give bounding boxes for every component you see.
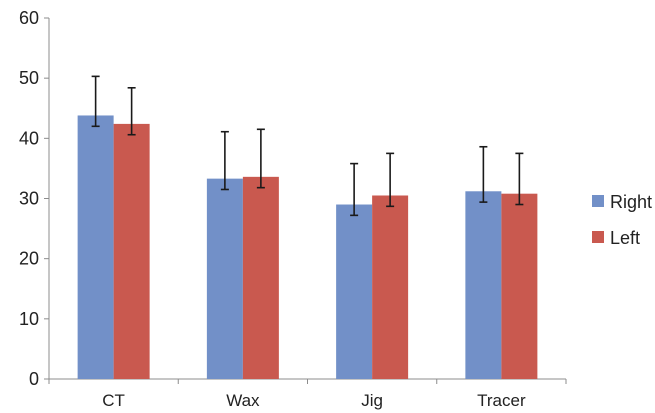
- bar-left: [242, 176, 279, 379]
- y-tick-label: 10: [19, 309, 39, 329]
- legend-label-right: Right: [610, 192, 652, 212]
- error-bars: [91, 75, 524, 217]
- legend-swatch-left: [592, 231, 604, 243]
- bars: [77, 115, 538, 379]
- x-tick-label: Wax: [226, 391, 260, 410]
- bar-left: [113, 123, 150, 379]
- x-tick-label: CT: [102, 391, 125, 410]
- bar-right: [465, 191, 502, 379]
- bar-right: [77, 115, 114, 379]
- y-tick-label: 0: [29, 369, 39, 389]
- bar-right: [336, 204, 373, 379]
- legend-label-left: Left: [610, 228, 640, 248]
- y-tick-label: 40: [19, 128, 39, 148]
- bar-left: [372, 195, 409, 379]
- y-axis: 0 10 20 30 40 50 60: [19, 8, 50, 389]
- bar-right: [206, 178, 243, 379]
- y-tick-label: 50: [19, 68, 39, 88]
- legend-swatch-right: [592, 195, 604, 207]
- y-tick-label: 20: [19, 249, 39, 269]
- y-tick-label: 30: [19, 189, 39, 209]
- x-tick-label: Jig: [361, 391, 383, 410]
- legend: Right Left: [592, 192, 652, 248]
- y-tick-label: 60: [19, 8, 39, 28]
- x-tick-label: Tracer: [477, 391, 526, 410]
- bar-left: [501, 193, 538, 379]
- x-axis: CT Wax Jig Tracer: [48, 378, 567, 410]
